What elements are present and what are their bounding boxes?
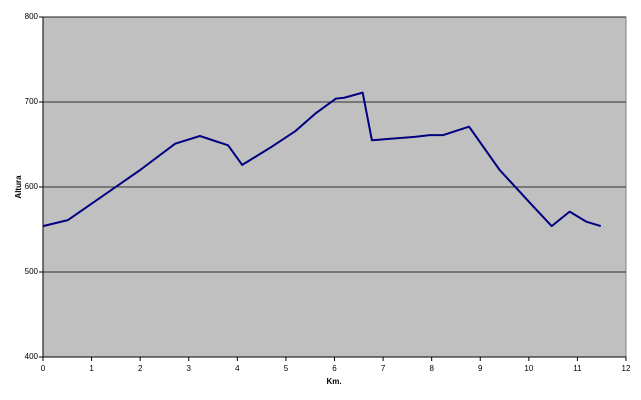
y-axis-label: Altura: [14, 175, 23, 199]
x-tick-label: 0: [41, 364, 46, 373]
x-tick-label: 4: [235, 364, 240, 373]
x-tick-label: 1: [89, 364, 94, 373]
x-tick-label: 8: [429, 364, 434, 373]
y-tick-label: 500: [25, 267, 39, 276]
x-tick-label: 7: [381, 364, 386, 373]
x-tick-label: 9: [478, 364, 483, 373]
y-tick-label: 600: [25, 182, 39, 191]
x-tick-label: 12: [622, 364, 631, 373]
x-tick-label: 3: [187, 364, 192, 373]
y-tick-label: 700: [25, 97, 39, 106]
x-tick-label: 11: [573, 364, 582, 373]
y-tick-label: 800: [25, 12, 39, 21]
x-axis-label: Km.: [326, 377, 341, 386]
x-tick-label: 10: [524, 364, 533, 373]
y-tick-label: 400: [25, 352, 39, 361]
x-tick-label: 6: [332, 364, 337, 373]
x-tick-label: 2: [138, 364, 143, 373]
data-line: [42, 91, 602, 228]
x-tick-label: 5: [284, 364, 289, 373]
